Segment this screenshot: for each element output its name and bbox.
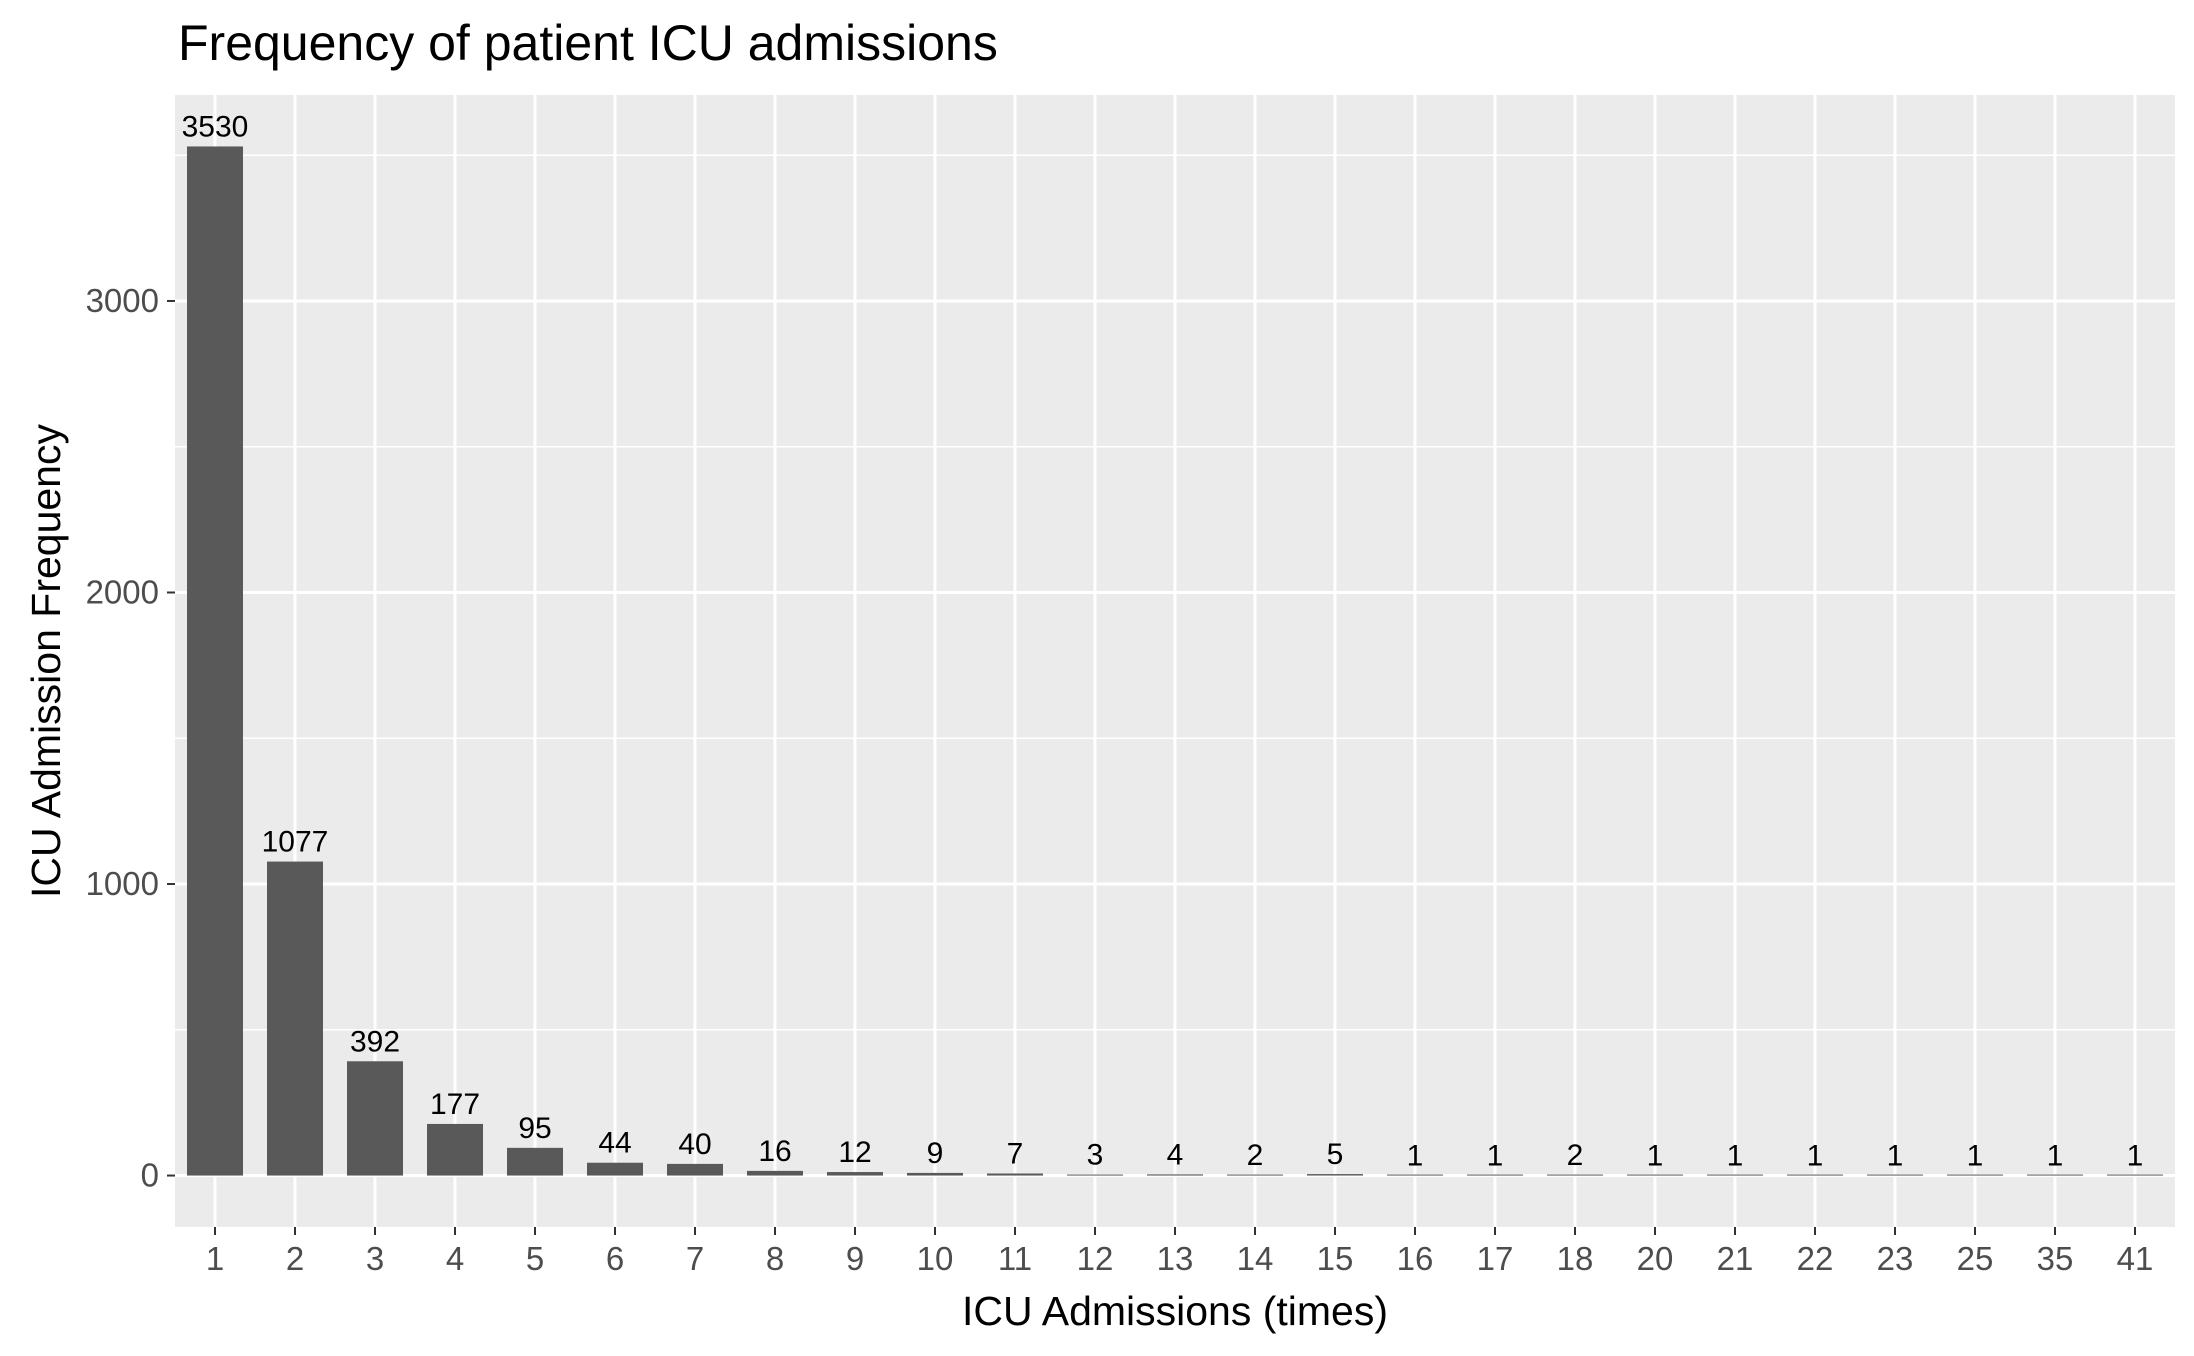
bar-12 <box>1067 1174 1123 1176</box>
x-tick-label-11: 11 <box>998 1240 1032 1277</box>
data-label-20: 1 <box>1647 1139 1664 1172</box>
x-tick-label-1: 1 <box>206 1240 224 1277</box>
data-label-17: 1 <box>1487 1139 1504 1172</box>
data-label-25: 1 <box>1967 1139 1984 1172</box>
data-label-12: 3 <box>1087 1139 1104 1172</box>
x-tick-label-17: 17 <box>1477 1240 1514 1277</box>
bar-10 <box>907 1172 963 1176</box>
x-tick-label-15: 15 <box>1317 1240 1354 1277</box>
bar-16 <box>1387 1174 1443 1176</box>
data-label-6: 44 <box>598 1127 631 1160</box>
data-label-9: 12 <box>838 1136 871 1169</box>
data-label-5: 95 <box>518 1112 551 1145</box>
x-tick-label-6: 6 <box>606 1240 624 1277</box>
x-tick-label-20: 20 <box>1637 1240 1674 1277</box>
x-tick-label-35: 35 <box>2037 1240 2074 1277</box>
x-tick-label-8: 8 <box>766 1240 784 1277</box>
bar-11 <box>987 1173 1043 1176</box>
data-label-14: 2 <box>1247 1139 1264 1172</box>
data-label-21: 1 <box>1727 1139 1744 1172</box>
x-tick-label-14: 14 <box>1237 1240 1274 1277</box>
y-axis: 0 1000 2000 3000 <box>86 282 175 1194</box>
x-tick-label-18: 18 <box>1557 1240 1594 1277</box>
x-tick-label-25: 25 <box>1957 1240 1994 1277</box>
data-label-18: 2 <box>1567 1139 1584 1172</box>
x-tick-label-4: 4 <box>446 1240 464 1277</box>
y-tick-label: 2000 <box>86 573 159 610</box>
bar-6 <box>587 1162 643 1176</box>
bar-41 <box>2107 1174 2163 1176</box>
bar-20 <box>1627 1174 1683 1176</box>
data-label-11: 7 <box>1007 1138 1024 1171</box>
data-label-15: 5 <box>1327 1138 1344 1171</box>
x-tick-label-41: 41 <box>2117 1240 2154 1277</box>
bars <box>187 146 2163 1176</box>
chart-title: Frequency of patient ICU admissions <box>178 15 998 71</box>
bar-21 <box>1707 1174 1763 1176</box>
x-tick-label-12: 12 <box>1077 1240 1114 1277</box>
x-tick-label-2: 2 <box>286 1240 304 1277</box>
x-tick-label-3: 3 <box>366 1240 384 1277</box>
data-label-22: 1 <box>1807 1139 1824 1172</box>
data-label-35: 1 <box>2047 1139 2064 1172</box>
x-axis: 1 2 3 4 5 6 7 8 9 10 11 12 13 14 15 16 17 18 20 21 22 23 25 35 4… <box>206 1227 2154 1277</box>
data-label-13: 4 <box>1167 1138 1184 1171</box>
x-tick-label-5: 5 <box>526 1240 544 1277</box>
x-tick-label-22: 22 <box>1797 1240 1834 1277</box>
bar-2 <box>267 861 323 1176</box>
x-tick-label-23: 23 <box>1877 1240 1914 1277</box>
x-tick-label-7: 7 <box>686 1240 704 1277</box>
bar-14 <box>1227 1174 1283 1176</box>
data-label-16: 1 <box>1407 1139 1424 1172</box>
x-tick-label-21: 21 <box>1717 1240 1754 1277</box>
x-tick-label-16: 16 <box>1397 1240 1434 1277</box>
y-tick-label: 1000 <box>86 865 159 902</box>
bar-35 <box>2027 1174 2083 1176</box>
y-tick-label: 3000 <box>86 282 159 319</box>
bar-4 <box>427 1123 483 1176</box>
x-tick-label-13: 13 <box>1157 1240 1194 1277</box>
data-label-7: 40 <box>678 1128 711 1161</box>
data-label-4: 177 <box>430 1088 480 1121</box>
y-tick-label: 0 <box>141 1157 159 1194</box>
x-tick-label-10: 10 <box>917 1240 954 1277</box>
bar-22 <box>1787 1174 1843 1176</box>
bar-15 <box>1307 1174 1363 1176</box>
bar-7 <box>667 1163 723 1176</box>
data-label-2: 1077 <box>262 826 329 859</box>
data-label-41: 1 <box>2127 1139 2144 1172</box>
bar-8 <box>747 1170 803 1176</box>
data-label-1: 3530 <box>182 110 249 143</box>
bar-25 <box>1947 1174 2003 1176</box>
bar-18 <box>1547 1174 1603 1176</box>
bar-17 <box>1467 1174 1523 1176</box>
data-label-8: 16 <box>758 1135 791 1168</box>
x-tick-label-9: 9 <box>846 1240 864 1277</box>
x-axis-title: ICU Admissions (times) <box>962 1288 1388 1334</box>
bar-13 <box>1147 1174 1203 1176</box>
data-label-10: 9 <box>927 1137 944 1170</box>
bar-3 <box>347 1061 403 1176</box>
data-label-23: 1 <box>1887 1139 1904 1172</box>
bar-9 <box>827 1172 883 1176</box>
bar-23 <box>1867 1174 1923 1176</box>
data-label-3: 392 <box>350 1025 400 1058</box>
y-axis-title: ICU Admission Frequency <box>23 424 69 898</box>
bar-1 <box>187 146 243 1176</box>
bar-5 <box>507 1147 563 1176</box>
